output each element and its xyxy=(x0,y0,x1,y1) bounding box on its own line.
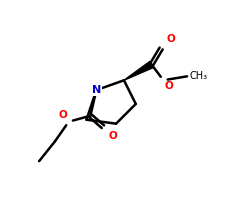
Polygon shape xyxy=(124,61,153,80)
Text: CH₃: CH₃ xyxy=(189,71,208,81)
Text: N: N xyxy=(92,85,101,95)
Text: O: O xyxy=(59,110,68,120)
Text: O: O xyxy=(166,34,175,44)
Text: O: O xyxy=(108,131,117,141)
Text: O: O xyxy=(164,81,173,91)
